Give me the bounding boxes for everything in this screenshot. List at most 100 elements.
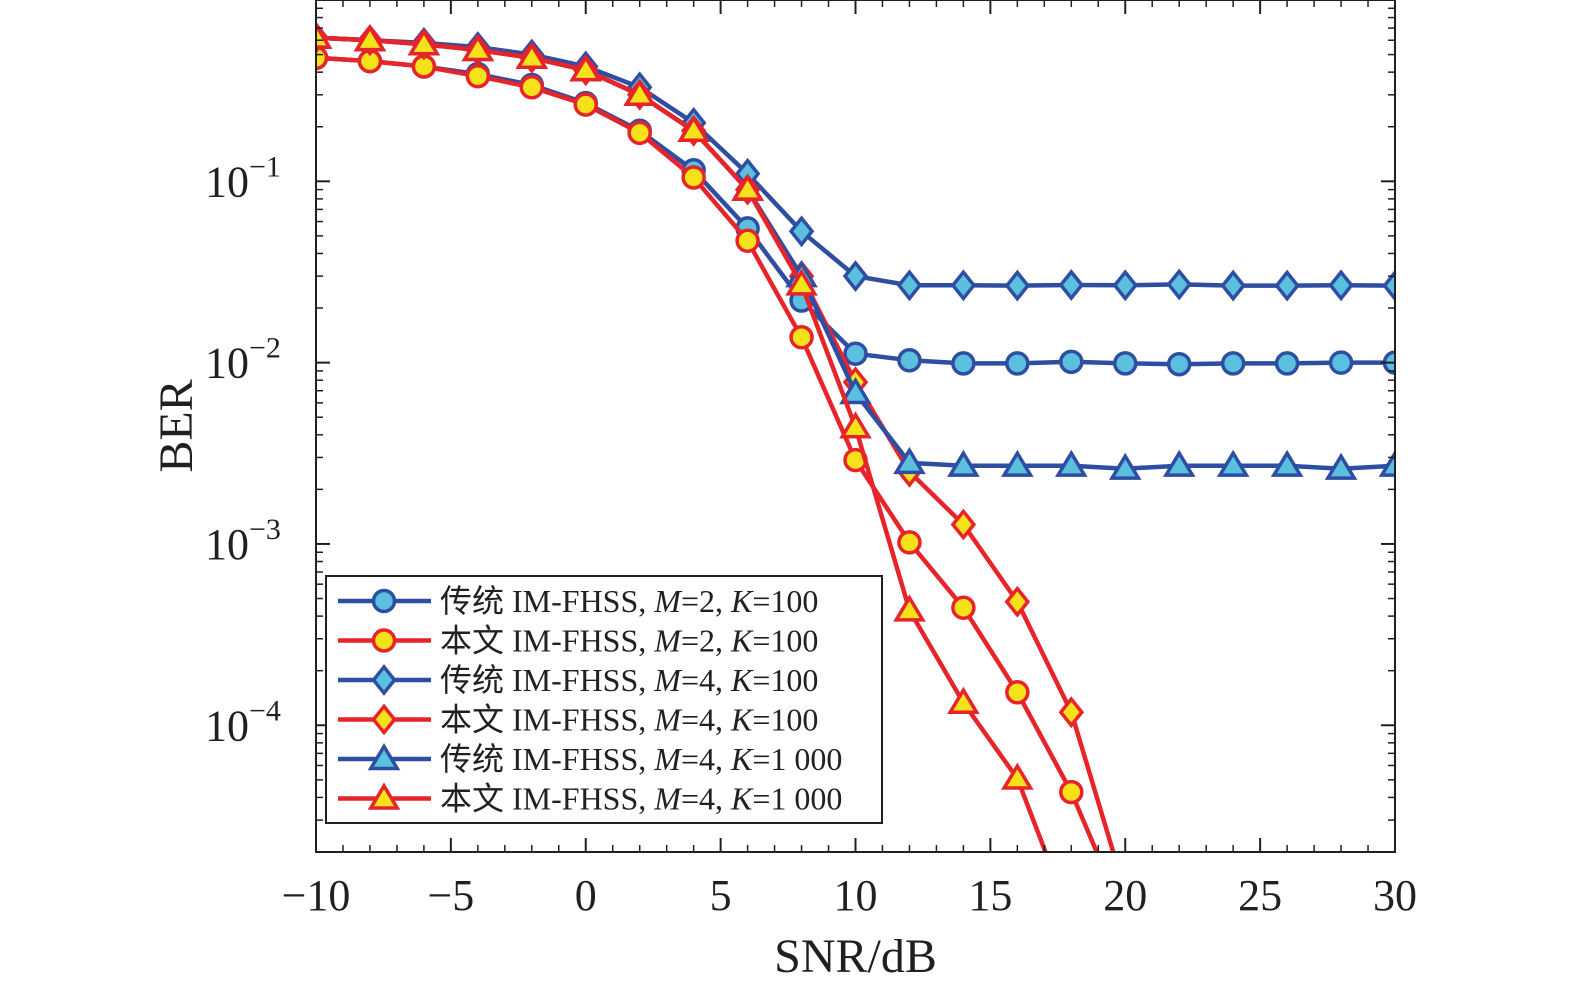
data-point-diamond bbox=[1058, 696, 1085, 729]
legend-entry: 本文 IM-FHSS, M=4, K=1 000 bbox=[338, 781, 842, 817]
data-point-circle bbox=[1005, 351, 1030, 376]
y-tick-label: 10−4 bbox=[205, 694, 281, 750]
axis-ticks: −10 −5 0 5 10 15 20 25 30 10−1 10−2 10−3 10−4 bbox=[205, 0, 1417, 920]
data-point-circle bbox=[951, 595, 976, 620]
y-axis-label: BER bbox=[150, 379, 203, 472]
data-point-triangle bbox=[316, 21, 333, 49]
legend-entry: 本文 IM-FHSS, M=4, K=100 bbox=[338, 702, 818, 738]
x-tick-label: 30 bbox=[1373, 871, 1417, 920]
data-point-triangle bbox=[839, 377, 872, 405]
legend-entry: 传统 IM-FHSS, M=4, K=100 bbox=[338, 662, 818, 698]
data-point-circle bbox=[1059, 779, 1084, 805]
data-point-diamond bbox=[1382, 269, 1395, 302]
data-point-diamond bbox=[1004, 269, 1031, 302]
data-point-triangle bbox=[353, 24, 387, 52]
data-point-triangle bbox=[785, 268, 818, 296]
data-point-triangle bbox=[1270, 449, 1304, 477]
legend-entry: 传统 IM-FHSS, M=2, K=100 bbox=[338, 583, 818, 619]
x-tick-label: 5 bbox=[710, 871, 732, 920]
series-line bbox=[316, 55, 1100, 852]
data-point-circle bbox=[316, 45, 329, 71]
data-point-triangle bbox=[515, 41, 549, 69]
data-point-triangle bbox=[893, 446, 926, 475]
x-tick-label: 0 bbox=[575, 871, 597, 920]
data-point-triangle bbox=[947, 449, 980, 477]
data-point-circle bbox=[681, 165, 706, 190]
data-point-triangle bbox=[1162, 449, 1196, 477]
data-point-diamond bbox=[788, 215, 815, 248]
x-tick-label: −5 bbox=[427, 871, 474, 920]
data-point-diamond bbox=[1220, 269, 1246, 302]
data-point-triangle bbox=[1216, 449, 1250, 477]
legend-marker bbox=[367, 782, 401, 810]
data-point-triangle bbox=[569, 54, 603, 82]
x-tick-label: 20 bbox=[1103, 871, 1147, 920]
y-tick-label: 10−1 bbox=[205, 150, 281, 206]
series-5 bbox=[316, 21, 1395, 480]
data-point-diamond bbox=[1166, 268, 1192, 301]
data-point-circle bbox=[1328, 350, 1354, 375]
data-point-triangle bbox=[947, 686, 980, 715]
legend-entry: 传统 IM-FHSS, M=4, K=1 000 bbox=[338, 741, 842, 777]
data-point-circle bbox=[897, 530, 922, 555]
data-point-diamond bbox=[1274, 269, 1300, 302]
data-point-diamond bbox=[950, 269, 977, 302]
data-point-triangle bbox=[1324, 452, 1358, 480]
legend-box bbox=[325, 575, 883, 824]
data-point-circle bbox=[735, 228, 760, 254]
data-point-circle bbox=[897, 348, 922, 373]
series-6 bbox=[316, 21, 1048, 852]
data-point-circle bbox=[627, 120, 652, 146]
legend-label: 本文 IM-FHSS, M=4, K=1 000 bbox=[440, 781, 842, 817]
data-point-circle bbox=[843, 341, 868, 366]
data-point-circle bbox=[465, 63, 491, 89]
data-point-diamond bbox=[842, 260, 869, 293]
legend: 传统 IM-FHSS, M=2, K=100 本文 IM-FHSS, M=2, K… bbox=[325, 575, 883, 824]
data-point-diamond bbox=[950, 508, 977, 541]
series-line bbox=[316, 55, 1395, 367]
legend-label: 传统 IM-FHSS, M=2, K=100 bbox=[440, 583, 818, 619]
x-tick-label: −10 bbox=[282, 871, 351, 920]
series-layer bbox=[316, 21, 1395, 852]
legend-marker bbox=[371, 703, 397, 736]
data-point-diamond bbox=[896, 269, 923, 302]
x-axis-label: SNR/dB bbox=[774, 930, 937, 983]
legend-label: 本文 IM-FHSS, M=2, K=100 bbox=[440, 623, 818, 659]
data-point-circle bbox=[1274, 351, 1300, 376]
data-point-diamond bbox=[1004, 585, 1031, 618]
data-point-triangle bbox=[1378, 449, 1395, 477]
legend-label: 传统 IM-FHSS, M=4, K=100 bbox=[440, 662, 818, 698]
series-1 bbox=[316, 45, 1395, 377]
data-point-triangle bbox=[407, 28, 441, 56]
series-2 bbox=[316, 45, 1100, 852]
data-point-circle bbox=[951, 351, 976, 376]
legend-label: 本文 IM-FHSS, M=4, K=100 bbox=[440, 702, 818, 738]
data-point-triangle bbox=[731, 173, 764, 201]
data-point-circle bbox=[789, 325, 814, 350]
data-point-triangle bbox=[1108, 452, 1142, 480]
data-point-triangle bbox=[1054, 449, 1088, 477]
legend-entry: 本文 IM-FHSS, M=2, K=100 bbox=[338, 623, 818, 659]
data-point-circle bbox=[1113, 351, 1138, 376]
data-point-triangle bbox=[623, 78, 657, 107]
data-point-triangle bbox=[1001, 762, 1034, 790]
data-point-circle bbox=[519, 75, 545, 100]
data-point-triangle bbox=[893, 594, 926, 622]
data-point-diamond bbox=[1112, 269, 1138, 302]
x-tick-label: 10 bbox=[834, 871, 878, 920]
data-point-circle bbox=[573, 92, 598, 117]
legend-marker bbox=[371, 628, 397, 653]
data-point-triangle bbox=[1001, 449, 1034, 477]
data-point-diamond bbox=[1328, 269, 1354, 302]
x-tick-label: 25 bbox=[1238, 871, 1282, 920]
data-point-triangle bbox=[461, 33, 495, 62]
data-point-triangle bbox=[677, 114, 710, 142]
legend-marker bbox=[371, 664, 397, 696]
y-tick-label: 10−2 bbox=[205, 332, 281, 388]
data-point-circle bbox=[1166, 351, 1192, 377]
data-point-diamond bbox=[1058, 269, 1085, 301]
data-point-triangle bbox=[839, 411, 872, 439]
x-tick-label: 15 bbox=[968, 871, 1012, 920]
data-point-circle bbox=[1059, 349, 1084, 375]
